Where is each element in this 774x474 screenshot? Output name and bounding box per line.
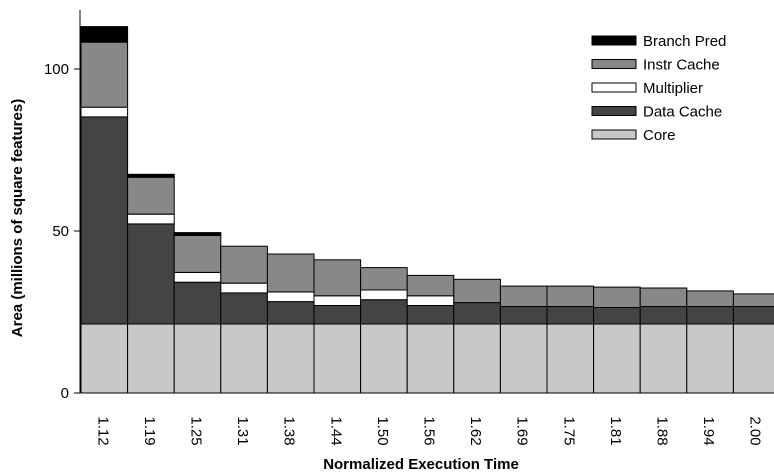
bar-segment-core-1.38 xyxy=(266,323,315,394)
bar-segment-instr-cache-1.62 xyxy=(453,278,501,304)
bar-segment-data-cache-1.19 xyxy=(127,223,175,325)
bar-segment-multiplier-1.19 xyxy=(127,213,175,225)
bar-segment-instr-cache-2.00 xyxy=(732,293,774,307)
bar-segment-data-cache-2.00 xyxy=(732,306,774,325)
bar-segment-data-cache-1.88 xyxy=(639,306,688,325)
legend-label-multiplier: Multiplier xyxy=(643,80,703,97)
x-tick-label: 1.12 xyxy=(94,416,111,445)
legend-swatch-data-cache xyxy=(591,106,637,116)
y-axis-title: Area (millions of square features) xyxy=(9,99,26,337)
legend-swatch-multiplier xyxy=(591,82,637,93)
bar-segment-instr-cache-1.12 xyxy=(80,41,129,108)
bar-segment-core-1.56 xyxy=(406,323,455,394)
x-tick-label: 2.00 xyxy=(747,416,764,445)
legend-label-instr-cache: Instr Cache xyxy=(643,57,720,74)
bar-segment-instr-cache-1.19 xyxy=(127,176,175,215)
x-tick-label: 1.25 xyxy=(188,416,205,445)
x-tick-label: 1.94 xyxy=(700,416,717,445)
bar-segment-branch-pred-1.12 xyxy=(80,26,129,43)
bar-segment-branch-pred-1.19 xyxy=(127,173,175,178)
y-tick-label: 0 xyxy=(61,385,69,402)
bar-segment-core-1.62 xyxy=(453,323,501,394)
y-tick-label: 100 xyxy=(44,61,69,78)
bar-segment-data-cache-1.56 xyxy=(406,305,455,325)
bar-segment-instr-cache-1.75 xyxy=(546,285,595,308)
bar-segment-multiplier-1.44 xyxy=(313,295,362,306)
bar-segment-core-1.94 xyxy=(686,323,734,394)
bar-segment-instr-cache-1.88 xyxy=(639,287,688,307)
bar-segment-multiplier-1.12 xyxy=(80,106,129,118)
x-tick-label: 1.62 xyxy=(467,416,484,445)
bar-segment-data-cache-1.44 xyxy=(313,305,362,325)
bar-segment-data-cache-1.69 xyxy=(499,306,548,325)
x-tick-label: 1.75 xyxy=(560,416,577,445)
bar-segment-instr-cache-1.25 xyxy=(173,235,222,273)
bar-segment-core-1.81 xyxy=(593,323,641,394)
x-tick-label: 1.44 xyxy=(327,416,344,445)
bar-segment-core-1.50 xyxy=(360,323,408,394)
bar-segment-core-1.19 xyxy=(127,323,175,394)
bar-segment-instr-cache-1.50 xyxy=(360,267,408,291)
bar-segment-data-cache-1.75 xyxy=(546,306,595,325)
x-tick-label: 1.38 xyxy=(281,416,298,445)
legend-swatch-branch-pred xyxy=(591,35,637,46)
bar-segment-data-cache-1.25 xyxy=(173,281,222,325)
bar-segment-core-1.25 xyxy=(173,323,222,394)
bar-segment-data-cache-1.50 xyxy=(360,299,408,325)
bar-segment-data-cache-1.12 xyxy=(80,116,129,325)
bar-segment-data-cache-1.94 xyxy=(686,306,734,325)
bar-segment-multiplier-1.38 xyxy=(266,291,315,303)
bar-segment-core-1.31 xyxy=(220,323,268,394)
legend-swatch-core xyxy=(591,129,637,140)
bar-segment-data-cache-1.31 xyxy=(220,292,268,325)
bar-segment-core-2.00 xyxy=(732,323,774,394)
legend: Branch Pred Instr Cache Multiplier Data Cac… xyxy=(591,33,726,144)
bar-segment-core-1.12 xyxy=(80,323,129,394)
bar-segment-instr-cache-1.31 xyxy=(220,245,268,284)
bar-segment-branch-pred-1.25 xyxy=(173,232,222,237)
y-ticks: 0 50 100 xyxy=(44,61,80,402)
bar-segment-data-cache-1.81 xyxy=(593,307,641,325)
bar-segment-data-cache-1.62 xyxy=(453,302,501,325)
bar-segment-multiplier-1.25 xyxy=(173,272,222,283)
x-tick-label: 1.81 xyxy=(607,416,624,445)
bar-segment-core-1.44 xyxy=(313,323,362,394)
x-axis-title: Normalized Execution Time xyxy=(323,456,519,473)
x-ticks: 1.12 1.19 1.25 1.31 1.38 1.44 1.50 1.56 1.62 1.69… xyxy=(94,416,763,445)
bar-segment-instr-cache-1.81 xyxy=(593,286,641,309)
x-tick-label: 1.31 xyxy=(234,416,251,445)
bar-segment-data-cache-1.38 xyxy=(266,301,315,325)
y-tick-label: 50 xyxy=(52,223,69,240)
legend-label-core: Core xyxy=(643,127,676,144)
bar-segment-core-1.75 xyxy=(546,323,595,394)
bar-segment-instr-cache-1.56 xyxy=(406,274,455,297)
legend-label-branch-pred: Branch Pred xyxy=(643,33,726,50)
x-tick-label: 1.88 xyxy=(654,416,671,445)
bar-segment-core-1.69 xyxy=(499,323,548,394)
bar-segment-instr-cache-1.44 xyxy=(313,259,362,297)
x-tick-label: 1.69 xyxy=(514,416,531,445)
x-tick-label: 1.56 xyxy=(421,416,438,445)
bar-segment-instr-cache-1.69 xyxy=(499,285,548,308)
bar-segment-instr-cache-1.94 xyxy=(686,290,734,307)
x-tick-label: 1.19 xyxy=(141,416,158,445)
bar-segment-core-1.88 xyxy=(639,323,688,394)
bar-segment-multiplier-1.56 xyxy=(406,295,455,306)
legend-swatch-instr-cache xyxy=(591,59,637,69)
bar-segment-multiplier-1.31 xyxy=(220,282,268,294)
bar-segments xyxy=(80,26,774,394)
legend-label-data-cache: Data Cache xyxy=(643,104,722,121)
bar-segment-instr-cache-1.38 xyxy=(266,253,315,293)
bar-segment-multiplier-1.50 xyxy=(360,289,408,301)
x-tick-label: 1.50 xyxy=(374,416,391,445)
